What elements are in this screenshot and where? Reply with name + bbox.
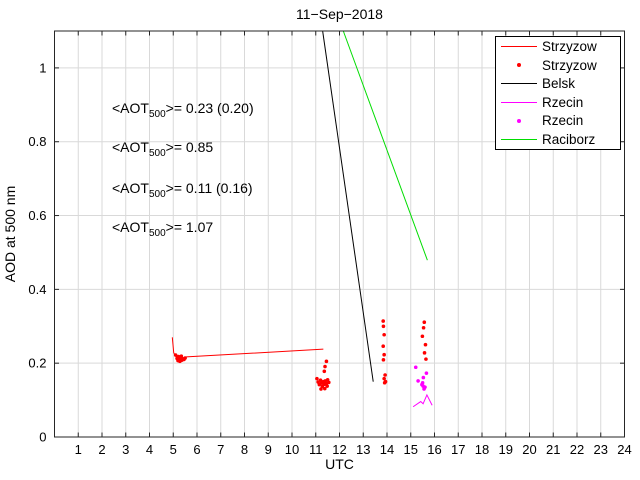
legend-line-sample bbox=[496, 46, 542, 48]
aot-annotation: <AOT500>= 0.23 (0.20) bbox=[112, 100, 254, 120]
legend-line-sample bbox=[496, 138, 542, 140]
x-tick-label: 8 bbox=[241, 442, 248, 457]
legend-label: Raciborz bbox=[542, 131, 596, 147]
series-raciborz-line bbox=[342, 30, 428, 261]
x-tick-label: 9 bbox=[265, 442, 272, 457]
x-tick-label: 13 bbox=[356, 442, 370, 457]
x-tick-label: 4 bbox=[146, 442, 153, 457]
series-strzyzow-line bbox=[171, 337, 324, 361]
chart-layer: 1 2 3 4 5 6 7 8 9 10 11 12 13 14 15 16 17 18 19 20 21 22 23 240… bbox=[28, 30, 632, 457]
legend-item-strzyzow: Strzyzow bbox=[496, 38, 620, 56]
series-rzecin-line bbox=[412, 393, 433, 408]
x-tick-label: 15 bbox=[404, 442, 418, 457]
x-tick-label: 2 bbox=[98, 442, 105, 457]
series-belsk-line bbox=[322, 30, 374, 382]
x-tick-label: 24 bbox=[617, 442, 631, 457]
legend-dot-sample bbox=[496, 63, 542, 68]
legend-label: Strzyzow bbox=[542, 39, 597, 55]
x-tick-label: 16 bbox=[427, 442, 441, 457]
x-tick-label: 5 bbox=[170, 442, 177, 457]
x-tick-labels: 1 2 3 4 5 6 7 8 9 10 11 12 13 14 15 16 17 18 19 20 21 22 23 24 bbox=[75, 442, 632, 457]
x-tick-label: 19 bbox=[499, 442, 513, 457]
legend-item-rzecin: Rzecin bbox=[496, 93, 620, 111]
legend-dot-sample bbox=[496, 118, 542, 123]
series-strzyzow-scatter bbox=[173, 319, 428, 391]
x-tick-label: 14 bbox=[380, 442, 394, 457]
x-tick-label: 20 bbox=[522, 442, 536, 457]
y-tick-label: 0 bbox=[39, 430, 46, 445]
x-axis-label: UTC bbox=[325, 456, 354, 472]
x-tick-label: 1 bbox=[75, 442, 82, 457]
x-tick-label: 22 bbox=[570, 442, 584, 457]
x-tick-label: 23 bbox=[594, 442, 608, 457]
legend-item-strzyzow: Strzyzow bbox=[496, 56, 620, 74]
aot-annotation: <AOT500>= 1.07 bbox=[112, 219, 213, 239]
y-tick-label: 0.8 bbox=[28, 134, 46, 149]
legend-label: Strzyzow bbox=[542, 57, 597, 73]
legend-item-rzecin: Rzecin bbox=[496, 112, 620, 130]
legend-label: Rzecin bbox=[542, 113, 584, 129]
legend-label: Rzecin bbox=[542, 94, 584, 110]
legend-line-sample bbox=[496, 83, 542, 85]
x-tick-label: 17 bbox=[451, 442, 465, 457]
x-tick-label: 3 bbox=[122, 442, 129, 457]
y-tick-label: 0.6 bbox=[28, 208, 46, 223]
legend-line-sample bbox=[496, 101, 542, 103]
x-tick-label: 21 bbox=[546, 442, 560, 457]
legend: Strzyzow Strzyzow Belsk Rzecin Rzecin Racibor… bbox=[495, 36, 621, 150]
chart-title: 11−Sep−2018 bbox=[296, 6, 383, 22]
x-tick-label: 11 bbox=[309, 442, 323, 457]
annotations-layer: <AOT500>= 0.23 (0.20) <AOT500>= 0.85 <AOT5… bbox=[112, 100, 254, 239]
aot-annotation: <AOT500>= 0.11 (0.16) bbox=[112, 180, 253, 200]
y-axis-label: AOD at 500 nm bbox=[2, 186, 18, 283]
y-tick-label: 0.4 bbox=[28, 282, 46, 297]
axes-box bbox=[54, 30, 625, 438]
y-tick-label: 1 bbox=[39, 60, 46, 75]
y-tick-labels: 0 0.2 0.4 0.6 0.8 1 bbox=[28, 60, 46, 444]
series-rzecin-scatter bbox=[413, 365, 429, 391]
x-tick-label: 10 bbox=[285, 442, 299, 457]
x-tick-label: 18 bbox=[475, 442, 489, 457]
x-tick-label: 12 bbox=[332, 442, 346, 457]
legend-label: Belsk bbox=[542, 76, 576, 92]
aot-annotation: <AOT500>= 0.85 bbox=[112, 139, 213, 159]
y-tick-label: 0.2 bbox=[28, 356, 46, 371]
x-tick-label: 6 bbox=[193, 442, 200, 457]
legend-item-belsk: Belsk bbox=[496, 75, 620, 93]
legend-item-raciborz: Raciborz bbox=[496, 130, 620, 148]
x-tick-label: 7 bbox=[217, 442, 224, 457]
